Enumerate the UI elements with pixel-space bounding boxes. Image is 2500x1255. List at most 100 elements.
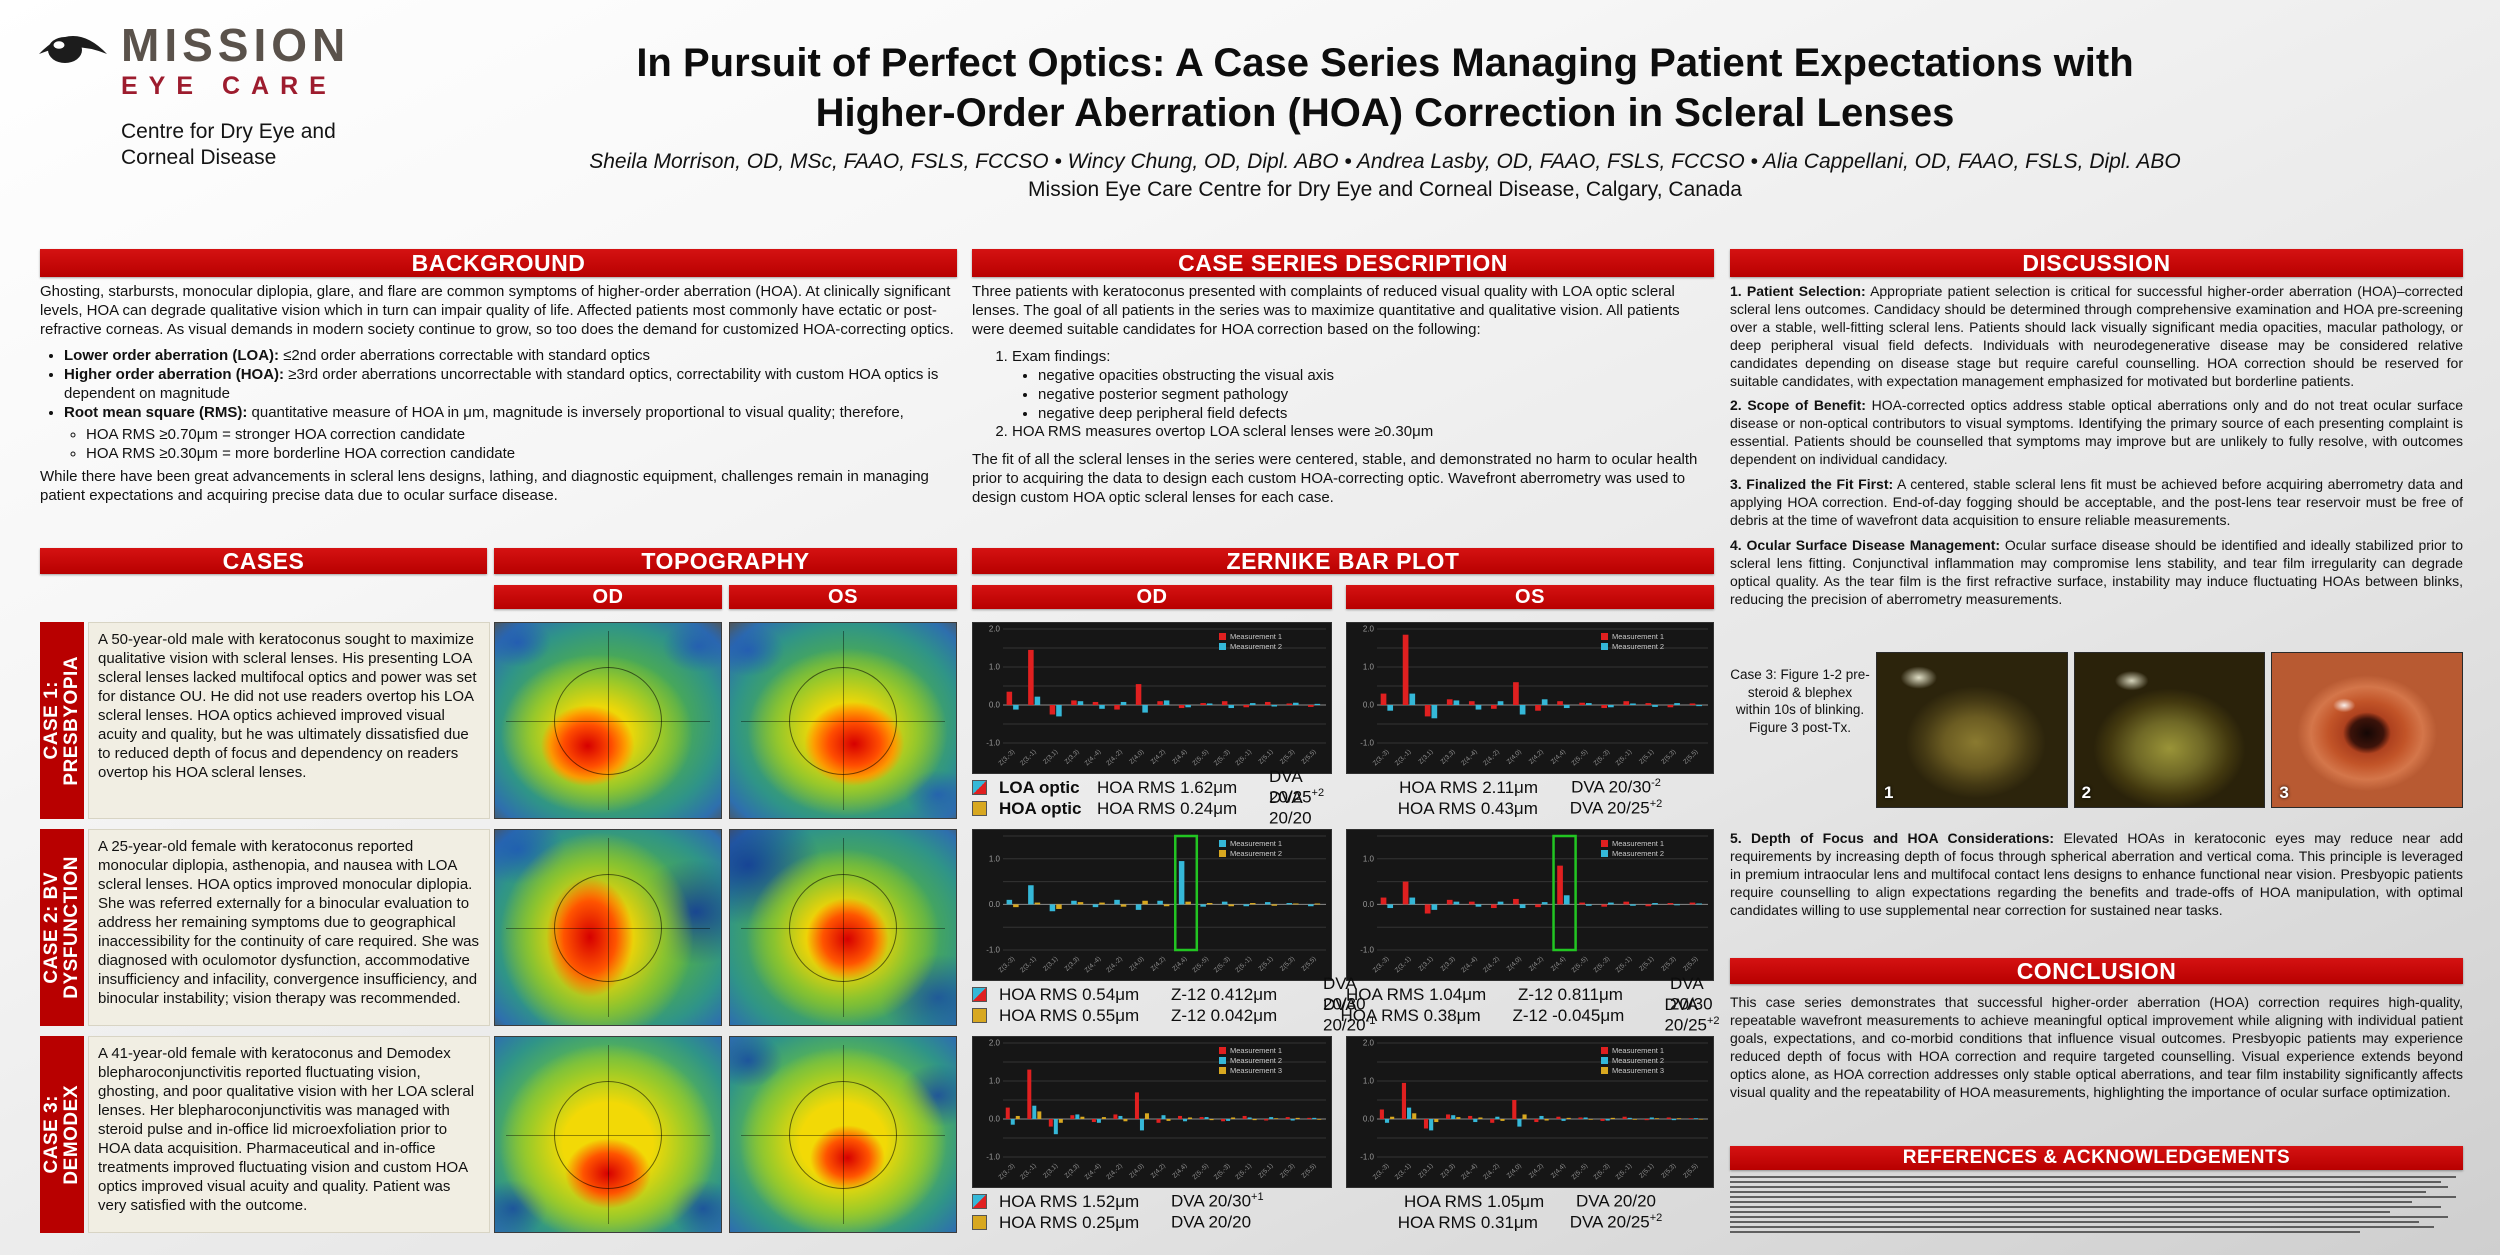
svg-text:Measurement 1: Measurement 1 — [1230, 632, 1282, 641]
zernike-stats-case3-os: HOA RMS 1.05μm DVA 20/20 HOA RMS 0.31μm … — [1346, 1192, 1714, 1232]
svg-text:Measurement 3: Measurement 3 — [1612, 1066, 1664, 1075]
eye-icon — [39, 36, 107, 63]
dva-value: DVA 20/25+2 — [1569, 1212, 1663, 1232]
hoa-optic-swatch — [972, 1215, 987, 1230]
loa-optic-swatch — [972, 780, 987, 795]
cases-section-header: CASES — [40, 548, 487, 574]
figure-number: 1 — [1884, 783, 1894, 802]
svg-text:Z(4,-4): Z(4,-4) — [1084, 1162, 1103, 1181]
figure-number: 2 — [2081, 783, 2092, 802]
background-bullet: Higher order aberration (HOA): ≥3rd orde… — [64, 366, 957, 404]
svg-text:Z(4,4): Z(4,4) — [1550, 748, 1567, 765]
discussion-item-2: 2. Scope of Benefit: HOA-corrected optic… — [1730, 397, 2463, 468]
crosshair-line — [608, 1044, 609, 1225]
zernike-plot-case3-od: -1.0 0.0 1.0 2.0 Z(3,-3) Z(3,-1) Z(3,1) Z(3,3) Z… — [972, 1036, 1332, 1188]
z12-value: Z-12 0.412μm — [1171, 984, 1278, 1004]
case-1-description: A 50-year-old male with keratoconus soug… — [88, 622, 490, 819]
hoa-rms-value: HOA RMS 1.52μm — [999, 1191, 1140, 1211]
dva-value: DVA 20/30+1 — [1171, 1191, 1264, 1211]
discussion-item-5: 5. Depth of Focus and HOA Considerations… — [1730, 830, 2464, 918]
dva-value: DVA 20/25+2 — [1664, 995, 1720, 1035]
zernike-plot-case2-os: -1.0 0.0 1.0 Z(3,-3) Z(3,-1) Z(3,1) Z(3,3) Z(4,… — [1346, 829, 1714, 981]
svg-text:Z(5,5): Z(5,5) — [1301, 955, 1318, 972]
svg-text:Measurement 1: Measurement 1 — [1612, 1046, 1664, 1055]
stat-line: HOA RMS 0.54μm Z-12 0.412μm DVA 20/30 — [972, 974, 1366, 1014]
svg-text:Z(3,1): Z(3,1) — [1042, 1162, 1059, 1179]
discussion-text: 1. Patient Selection: Appropriate patien… — [1730, 283, 2463, 615]
case-series-section-header: CASE SERIES DESCRIPTION — [972, 249, 1714, 277]
svg-text:Z(5,-3): Z(5,-3) — [1213, 955, 1232, 974]
svg-text:Z(5,-1): Z(5,-1) — [1234, 1162, 1253, 1181]
dva-value: DVA 20/25+2 — [1269, 767, 1325, 807]
conclusion-text: This case series demonstrates that succe… — [1730, 994, 2463, 1100]
stat-line: HOA RMS 1.05μm DVA 20/20 — [1346, 1192, 1714, 1211]
svg-text:Z(4,-4): Z(4,-4) — [1460, 1162, 1479, 1181]
case-3-row: CASE 3: DEMODEX A 41-year-old female wit… — [40, 1036, 957, 1233]
svg-text:Measurement 1: Measurement 1 — [1230, 839, 1282, 848]
svg-text:Z(3,3): Z(3,3) — [1064, 1162, 1081, 1179]
crosshair-line — [741, 720, 945, 722]
svg-text:Z(4,4): Z(4,4) — [1171, 1162, 1188, 1179]
svg-text:Z(4,-2): Z(4,-2) — [1105, 955, 1124, 974]
hoa-rms-value: HOA RMS 0.25μm — [999, 1212, 1140, 1232]
stat-line: HOA RMS 0.25μm DVA 20/20 — [972, 1213, 1332, 1232]
reference-line — [1730, 1211, 2390, 1213]
svg-text:Z(5,-1): Z(5,-1) — [1234, 748, 1253, 767]
stat-line: HOA RMS 1.04μm Z-12 0.811μm DVA 20/30 — [1346, 974, 1714, 1014]
dva-value: DVA 20/20 — [1171, 1212, 1252, 1232]
svg-text:Z(4,2): Z(4,2) — [1150, 955, 1167, 972]
dva-value: DVA 20/30 — [1670, 974, 1713, 1014]
svg-text:2.0: 2.0 — [989, 1039, 1001, 1048]
logo-text-mission: MISSION — [121, 19, 351, 71]
hoa-rms-value: HOA RMS 0.31μm — [1397, 1212, 1538, 1232]
topography-map-case2-os — [729, 829, 957, 1026]
authors-line: Sheila Morrison, OD, MSc, FAAO, FSLS, FC… — [589, 150, 2181, 173]
conclusion-section-header: CONCLUSION — [1730, 958, 2463, 984]
svg-text:0.0: 0.0 — [1363, 1115, 1375, 1124]
poster-title: In Pursuit of Perfect Optics: A Case Ser… — [636, 41, 2134, 135]
svg-text:Z(5,-3): Z(5,-3) — [1592, 748, 1611, 767]
reference-line — [1730, 1186, 2449, 1188]
svg-text:Z(4,2): Z(4,2) — [1528, 955, 1545, 972]
crosshair-line — [506, 927, 710, 929]
svg-text:Z(4,-2): Z(4,-2) — [1482, 748, 1501, 767]
background-sub-bullet: HOA RMS ≥0.30μm = more borderline HOA co… — [86, 445, 957, 464]
svg-text:Measurement 2: Measurement 2 — [1230, 642, 1282, 651]
zernike-plot-case1-os: -1.0 0.0 1.0 2.0 Z(3,-3) Z(3,-1) Z(3,1) Z(3,3) Z… — [1346, 622, 1714, 774]
svg-text:Z(5,-3): Z(5,-3) — [1592, 955, 1611, 974]
hoa-rms-value: HOA RMS 0.54μm — [999, 984, 1140, 1004]
crosshair-line — [506, 720, 710, 722]
reference-line — [1730, 1206, 2441, 1208]
svg-text:Z(3,-3): Z(3,-3) — [998, 1162, 1017, 1181]
svg-text:Z(4,4): Z(4,4) — [1550, 1162, 1567, 1179]
zernike-os-header: OS — [1346, 585, 1714, 609]
svg-text:-1.0: -1.0 — [1360, 739, 1374, 748]
svg-text:Z(5,5): Z(5,5) — [1682, 748, 1699, 765]
reticle — [789, 873, 897, 982]
stat-line: HOA RMS 0.38μm Z-12 -0.045μm DVA 20/25+2 — [1340, 995, 1719, 1035]
reference-line — [1730, 1231, 2361, 1233]
optic-label: HOA optic — [999, 798, 1082, 818]
logo-tagline: Centre for Dry Eye and Corneal Disease — [121, 120, 336, 170]
svg-text:Z(3,-3): Z(3,-3) — [1372, 1162, 1391, 1181]
hoa-rms-value: HOA RMS 0.38μm — [1340, 1005, 1481, 1025]
svg-text:Z(3,-3): Z(3,-3) — [1372, 955, 1391, 974]
exam-finding: negative opacities obstructing the visua… — [1038, 367, 1714, 386]
svg-text:Z(4,-2): Z(4,-2) — [1482, 1162, 1501, 1181]
svg-text:Z(5,1): Z(5,1) — [1257, 748, 1274, 765]
topography-map-case2-od — [494, 829, 722, 1026]
svg-text:Measurement 2: Measurement 2 — [1612, 642, 1664, 651]
case-2-label: CASE 2: BV DYSFUNCTION — [40, 829, 84, 1026]
svg-text:-1.0: -1.0 — [986, 739, 1000, 748]
hoa-rms-value: HOA RMS 1.62μm — [1097, 777, 1238, 797]
stat-line: HOA optic HOA RMS 0.24μm DVA 20/20 — [972, 788, 1332, 828]
topography-map-case1-od — [494, 622, 722, 819]
svg-text:Z(3,-3): Z(3,-3) — [998, 748, 1017, 767]
zernike-stats-case2-od: HOA RMS 0.54μm Z-12 0.412μm DVA 20/30 HO… — [972, 974, 1375, 1035]
references-section-header: REFERENCES & ACKNOWLEDGEMENTS — [1730, 1146, 2463, 1170]
svg-text:Z(5,3): Z(5,3) — [1279, 748, 1296, 765]
stat-line: HOA RMS 2.11μm DVA 20/30-2 — [1346, 777, 1714, 797]
svg-text:Z(4,0): Z(4,0) — [1128, 955, 1145, 972]
svg-text:Z(4,0): Z(4,0) — [1506, 748, 1523, 765]
crosshair-line — [741, 1134, 945, 1136]
